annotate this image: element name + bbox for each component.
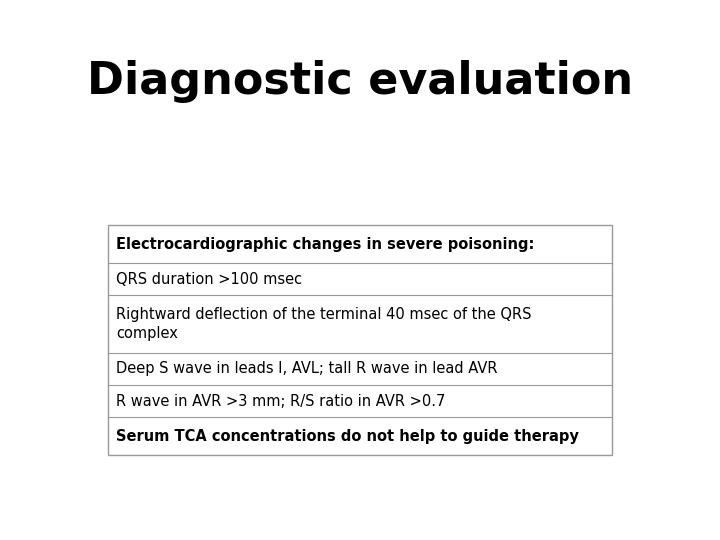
Text: QRS duration >100 msec: QRS duration >100 msec xyxy=(116,272,302,287)
Text: Deep S wave in leads I, AVL; tall R wave in lead AVR: Deep S wave in leads I, AVL; tall R wave… xyxy=(116,361,498,376)
Text: Serum TCA concentrations do not help to guide therapy: Serum TCA concentrations do not help to … xyxy=(116,429,579,443)
Bar xyxy=(108,225,612,455)
Text: Diagnostic evaluation: Diagnostic evaluation xyxy=(87,60,633,103)
Text: R wave in AVR >3 mm; R/S ratio in AVR >0.7: R wave in AVR >3 mm; R/S ratio in AVR >0… xyxy=(116,394,446,408)
Text: Rightward deflection of the terminal 40 msec of the QRS
complex: Rightward deflection of the terminal 40 … xyxy=(116,307,531,341)
Text: Electrocardiographic changes in severe poisoning:: Electrocardiographic changes in severe p… xyxy=(116,237,534,252)
